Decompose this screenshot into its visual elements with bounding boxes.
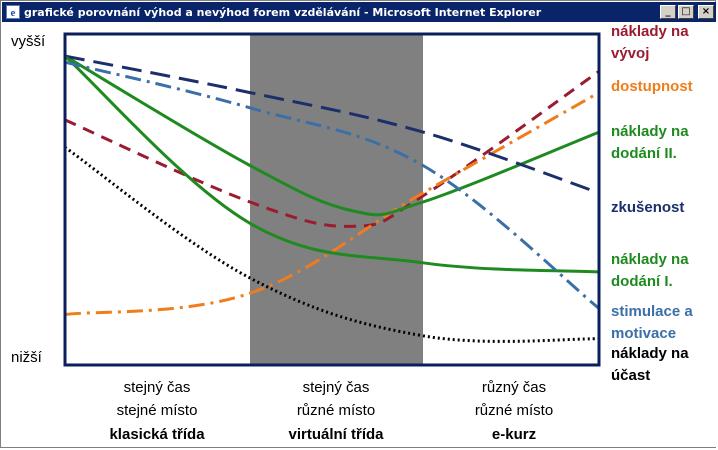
- x-column-label-1-line3: klasická třída: [109, 426, 205, 443]
- highlight-column: [250, 34, 423, 365]
- legend-label-3-line1: náklady na: [611, 123, 689, 140]
- svg-text:e: e: [11, 7, 16, 19]
- y-axis-bottom-label: nižší: [11, 349, 43, 366]
- legend-label-7-line1: náklady na: [611, 345, 689, 362]
- legend-label-6-line1: stimulace a: [611, 303, 693, 320]
- series-line-n-klady-na-dod-n-ii-: [64, 54, 600, 217]
- y-axis-top-label: vyšší: [11, 33, 46, 50]
- x-column-label-2-line2: různé místo: [297, 402, 375, 419]
- internet-explorer-icon: e: [5, 4, 21, 20]
- legend-label-5-line2: dodání I.: [611, 273, 673, 290]
- legend-label-6-line2: motivace: [611, 325, 676, 342]
- comparison-chart: vyšší nižší stejný čas stejné místo klasic…: [11, 23, 693, 443]
- legend-label-7-line2: účast: [611, 367, 650, 384]
- minimize-button[interactable]: _: [660, 5, 676, 19]
- legend-label-4-line1: zkušenost: [611, 199, 684, 216]
- maximize-button[interactable]: □: [678, 5, 694, 19]
- title-bar[interactable]: e grafické porovnání výhod a nevýhod for…: [2, 2, 716, 22]
- series-line-n-klady-na-ast: [64, 146, 600, 343]
- x-column-label-1-line2: stejné místo: [117, 402, 198, 419]
- series-line-n-klady-na-dod-n-i-: [63, 54, 600, 274]
- series-line-zku-enost: [64, 54, 600, 195]
- page-content: vyšší nižší stejný čas stejné místo klasic…: [2, 22, 716, 447]
- plot-frame: [63, 32, 601, 367]
- x-column-label-3-line2: různé místo: [475, 402, 553, 419]
- legend-label-3-line2: dodání II.: [611, 145, 677, 162]
- close-button[interactable]: ×: [698, 5, 714, 19]
- window-title: grafické porovnání výhod a nevýhod forem…: [24, 5, 542, 19]
- series-line-dostupnost: [64, 91, 600, 316]
- series-line-n-klady-na-v-voj: [64, 70, 600, 228]
- legend-label-1-line2: vývoj: [611, 45, 649, 62]
- x-column-label-2-line1: stejný čas: [303, 379, 370, 396]
- legend-label-2-line1: dostupnost: [611, 78, 693, 95]
- x-column-label-3-line3: e-kurz: [492, 426, 536, 443]
- legend-label-1-line1: náklady na: [611, 23, 689, 40]
- x-column-label-3-line1: různý čas: [482, 379, 546, 396]
- x-column-label-1-line1: stejný čas: [124, 379, 191, 396]
- x-column-label-2-line3: virtuální třída: [288, 426, 384, 443]
- window-controls: _ □ ×: [660, 5, 714, 19]
- legend-label-5-line1: náklady na: [611, 251, 689, 268]
- series-line-stimulace-a-motivace: [64, 60, 600, 310]
